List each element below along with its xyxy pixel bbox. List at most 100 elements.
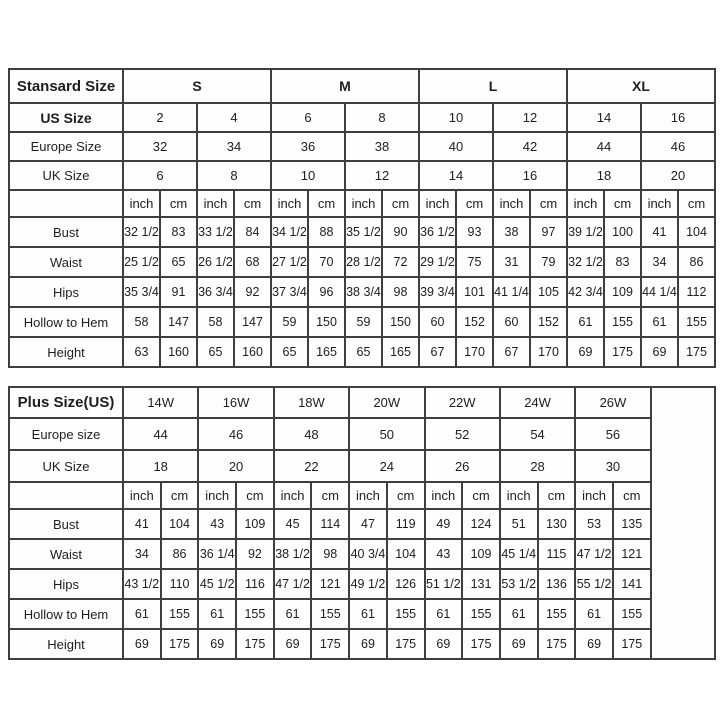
measurement-value-cell: 175 [159,628,200,660]
measurement-value-cell: 175 [461,628,501,660]
measurement-value-cell: 155 [310,598,351,630]
measurement-value-cell: 69 [574,628,614,660]
unit-header-cell: cm [461,481,501,510]
measurement-value-cell: 175 [603,336,642,368]
size-value-cell: 46 [197,417,275,451]
measurement-value-cell: 39 3/4 [418,276,457,308]
measurement-value-cell: 150 [307,306,346,338]
measurement-value-cell: 47 [348,508,388,540]
unit-header-cell: inch [498,481,539,510]
size-value-cell: 12 [492,102,568,133]
measurement-value-cell: 79 [529,246,568,278]
measurement-value-cell: 119 [385,508,426,540]
measurement-value-cell: 104 [385,538,426,570]
unit-header-cell: inch [344,189,383,218]
table-corner-label: Plus Size(US) [8,386,124,419]
measurement-value-cell: 63 [122,336,161,368]
measurement-value-cell: 47 1/2 [574,538,614,570]
measurement-value-cell: 34 [122,538,162,570]
measurement-value-cell: 141 [611,568,652,600]
measurement-value-cell: 67 [418,336,457,368]
measurement-value-cell: 32 1/2 [566,246,605,278]
measurement-value-cell: 69 [122,628,162,660]
measurement-value-cell: 155 [385,598,426,630]
measurement-value-cell: 45 1/4 [498,538,539,570]
plus-size-table: Plus Size(US) 14W 16W 18W 20W 22W 24W 26W Europe… [8,386,716,660]
size-group-header: 22W [423,386,501,419]
size-value-cell: 18 [566,160,642,191]
size-group-header: 24W [498,386,577,419]
size-value-cell: 54 [498,417,577,451]
size-value-cell: 46 [640,131,716,162]
measurement-value-cell: 61 [348,598,388,630]
size-value-cell: 6 [122,160,198,191]
row-label: Hips [8,276,124,308]
measurement-value-cell: 83 [159,216,198,248]
measurement-value-cell: 41 [640,216,679,248]
size-value-cell: 26 [423,449,501,483]
size-value-cell: 44 [566,131,642,162]
unit-header-cell: inch [270,189,309,218]
measurement-value-cell: 53 [574,508,614,540]
size-value-cell: 16 [640,102,716,133]
unit-header-cell: cm [603,189,642,218]
measurement-value-cell: 49 1/2 [348,568,388,600]
measurement-value-cell: 114 [310,508,351,540]
unit-header-cell: inch [423,481,464,510]
size-value-cell: 52 [423,417,501,451]
size-value-cell: 48 [272,417,351,451]
unit-header-cell: cm [159,189,198,218]
measurement-value-cell: 61 [566,306,605,338]
measurement-value-cell: 61 [272,598,313,630]
measurement-value-cell: 109 [603,276,642,308]
measurement-value-cell: 110 [159,568,200,600]
row-label: Hollow to Hem [8,306,124,338]
measurement-value-cell: 155 [235,598,275,630]
measurement-value-cell: 58 [196,306,235,338]
measurement-value-cell: 32 1/2 [122,216,161,248]
measurement-value-cell: 68 [233,246,272,278]
unit-header-cell: cm [677,189,716,218]
size-value-cell: 12 [344,160,420,191]
measurement-value-cell: 104 [159,508,200,540]
unit-header-cell: cm [536,481,577,510]
unit-header-cell: cm [529,189,568,218]
measurement-value-cell: 27 1/2 [270,246,309,278]
measurement-value-cell: 69 [640,336,679,368]
measurement-value-cell: 60 [492,306,531,338]
measurement-value-cell: 45 1/2 [197,568,238,600]
measurement-value-cell: 152 [529,306,568,338]
row-label: Bust [8,508,124,540]
measurement-value-cell: 38 1/2 [272,538,313,570]
size-group-header: L [418,68,568,104]
measurement-value-cell: 45 [272,508,313,540]
size-value-cell: 36 [270,131,346,162]
measurement-value-cell: 33 1/2 [196,216,235,248]
size-value-cell: 8 [196,160,272,191]
measurement-value-cell: 49 [423,508,464,540]
measurement-value-cell: 61 [122,598,162,630]
measurement-value-cell: 59 [270,306,309,338]
measurement-value-cell: 175 [385,628,426,660]
size-group-header: 16W [197,386,275,419]
measurement-value-cell: 175 [677,336,716,368]
measurement-value-cell: 101 [455,276,494,308]
unit-header-cell: cm [310,481,351,510]
measurement-value-cell: 65 [344,336,383,368]
measurement-value-cell: 175 [536,628,577,660]
measurement-value-cell: 44 1/4 [640,276,679,308]
measurement-value-cell: 83 [603,246,642,278]
size-value-cell: 18 [121,449,200,483]
unit-header-cell: inch [272,481,313,510]
unit-header-cell: cm [385,481,426,510]
measurement-value-cell: 61 [640,306,679,338]
measurement-value-cell: 34 [640,246,679,278]
measurement-value-cell: 60 [418,306,457,338]
unit-header-cell: cm [455,189,494,218]
row-label: Europe size [8,417,124,451]
size-value-cell: 4 [196,102,272,133]
measurement-value-cell: 38 [492,216,531,248]
measurement-value-cell: 72 [381,246,420,278]
size-value-cell: 20 [197,449,275,483]
measurement-value-cell: 109 [235,508,275,540]
